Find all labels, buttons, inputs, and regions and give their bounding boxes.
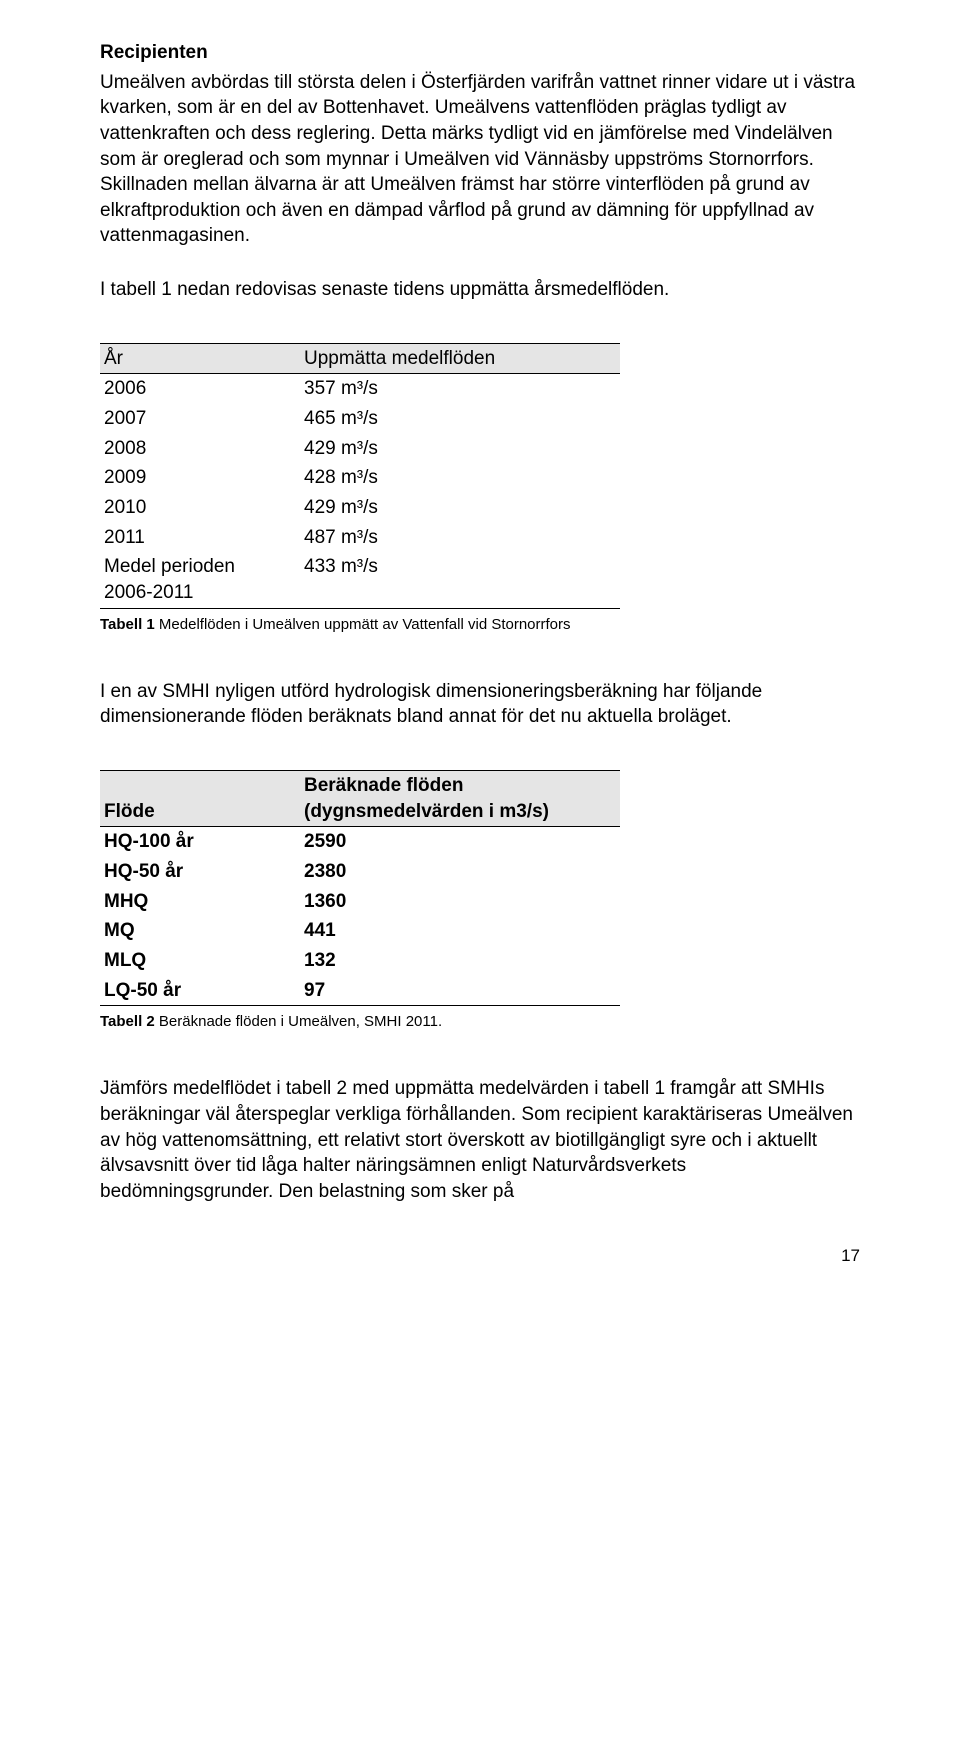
cell-value: 2380 [300, 857, 620, 887]
cell-year: 2006 [100, 374, 300, 404]
cell-year: 2010 [100, 493, 300, 523]
table-2: Flöde Beräknade flöden (dygnsmedelvärden… [100, 770, 620, 1006]
table-1-header-row: År Uppmätta medelflöden [100, 343, 620, 374]
cell-value: 97 [300, 976, 620, 1006]
cell-flow: 357 m³/s [300, 374, 620, 404]
cell-flowtype: LQ-50 år [100, 976, 300, 1006]
table-2-caption-text: Beräknade flöden i Umeälven, SMHI 2011. [159, 1013, 442, 1030]
table-row: HQ-100 år 2590 [100, 827, 620, 857]
table-2-header-row: Flöde Beräknade flöden (dygnsmedelvärden… [100, 771, 620, 827]
cell-flowtype: MHQ [100, 887, 300, 917]
table-row: 2011 487 m³/s [100, 523, 620, 553]
cell-period-line1: Medel perioden [104, 554, 288, 580]
cell-value: 441 [300, 916, 620, 946]
cell-flowtype: HQ-50 år [100, 857, 300, 887]
paragraph-3: I en av SMHI nyligen utförd hydrologisk … [100, 679, 860, 730]
cell-year: 2007 [100, 404, 300, 434]
paragraph-4: Jämförs medelflödet i tabell 2 med uppmä… [100, 1076, 860, 1204]
table-2-caption-label: Tabell 2 [100, 1013, 155, 1030]
table-row: 2006 357 m³/s [100, 374, 620, 404]
table-2-caption: Tabell 2 Beräknade flöden i Umeälven, SM… [100, 1012, 860, 1032]
table-1-caption-text: Medelflöden i Umeälven uppmätt av Vatten… [159, 616, 571, 633]
cell-flow: 429 m³/s [300, 493, 620, 523]
cell-year: 2009 [100, 463, 300, 493]
table-1-caption: Tabell 1 Medelflöden i Umeälven uppmätt … [100, 615, 860, 635]
cell-value: 132 [300, 946, 620, 976]
table-2-header-calc: Beräknade flöden (dygnsmedelvärden i m3/… [300, 771, 620, 827]
cell-year: 2011 [100, 523, 300, 553]
table-row: 2008 429 m³/s [100, 434, 620, 464]
cell-year: 2008 [100, 434, 300, 464]
table-2-header-flow: Flöde [100, 771, 300, 827]
cell-flow: 429 m³/s [300, 434, 620, 464]
cell-flow: 433 m³/s [300, 552, 620, 608]
document-page: Recipienten Umeälven avbördas till störs… [0, 0, 960, 1308]
cell-period-line2: 2006-2011 [104, 580, 288, 606]
table-2-header-calc-l1: Beräknade flöden [304, 773, 608, 799]
table-1-header-flow: Uppmätta medelflöden [300, 343, 620, 374]
table-row: MHQ 1360 [100, 887, 620, 917]
table-2-header-calc-l2: (dygnsmedelvärden i m3/s) [304, 799, 608, 825]
table-row: 2007 465 m³/s [100, 404, 620, 434]
page-number: 17 [100, 1245, 860, 1268]
paragraph-1: Umeälven avbördas till största delen i Ö… [100, 70, 860, 249]
table-row: MQ 441 [100, 916, 620, 946]
cell-flowtype: MLQ [100, 946, 300, 976]
cell-flow: 428 m³/s [300, 463, 620, 493]
cell-flowtype: MQ [100, 916, 300, 946]
paragraph-2: I tabell 1 nedan redovisas senaste tiden… [100, 277, 860, 303]
table-row: Medel perioden 2006-2011 433 m³/s [100, 552, 620, 608]
cell-flow: 465 m³/s [300, 404, 620, 434]
cell-flowtype: HQ-100 år [100, 827, 300, 857]
table-row: MLQ 132 [100, 946, 620, 976]
table-row: LQ-50 år 97 [100, 976, 620, 1006]
cell-period: Medel perioden 2006-2011 [100, 552, 300, 608]
section-heading: Recipienten [100, 40, 860, 66]
cell-value: 2590 [300, 827, 620, 857]
cell-flow: 487 m³/s [300, 523, 620, 553]
table-1-header-year: År [100, 343, 300, 374]
table-row: 2009 428 m³/s [100, 463, 620, 493]
table-row: 2010 429 m³/s [100, 493, 620, 523]
table-row: HQ-50 år 2380 [100, 857, 620, 887]
cell-value: 1360 [300, 887, 620, 917]
table-1: År Uppmätta medelflöden 2006 357 m³/s 20… [100, 343, 620, 609]
table-1-caption-label: Tabell 1 [100, 616, 155, 633]
